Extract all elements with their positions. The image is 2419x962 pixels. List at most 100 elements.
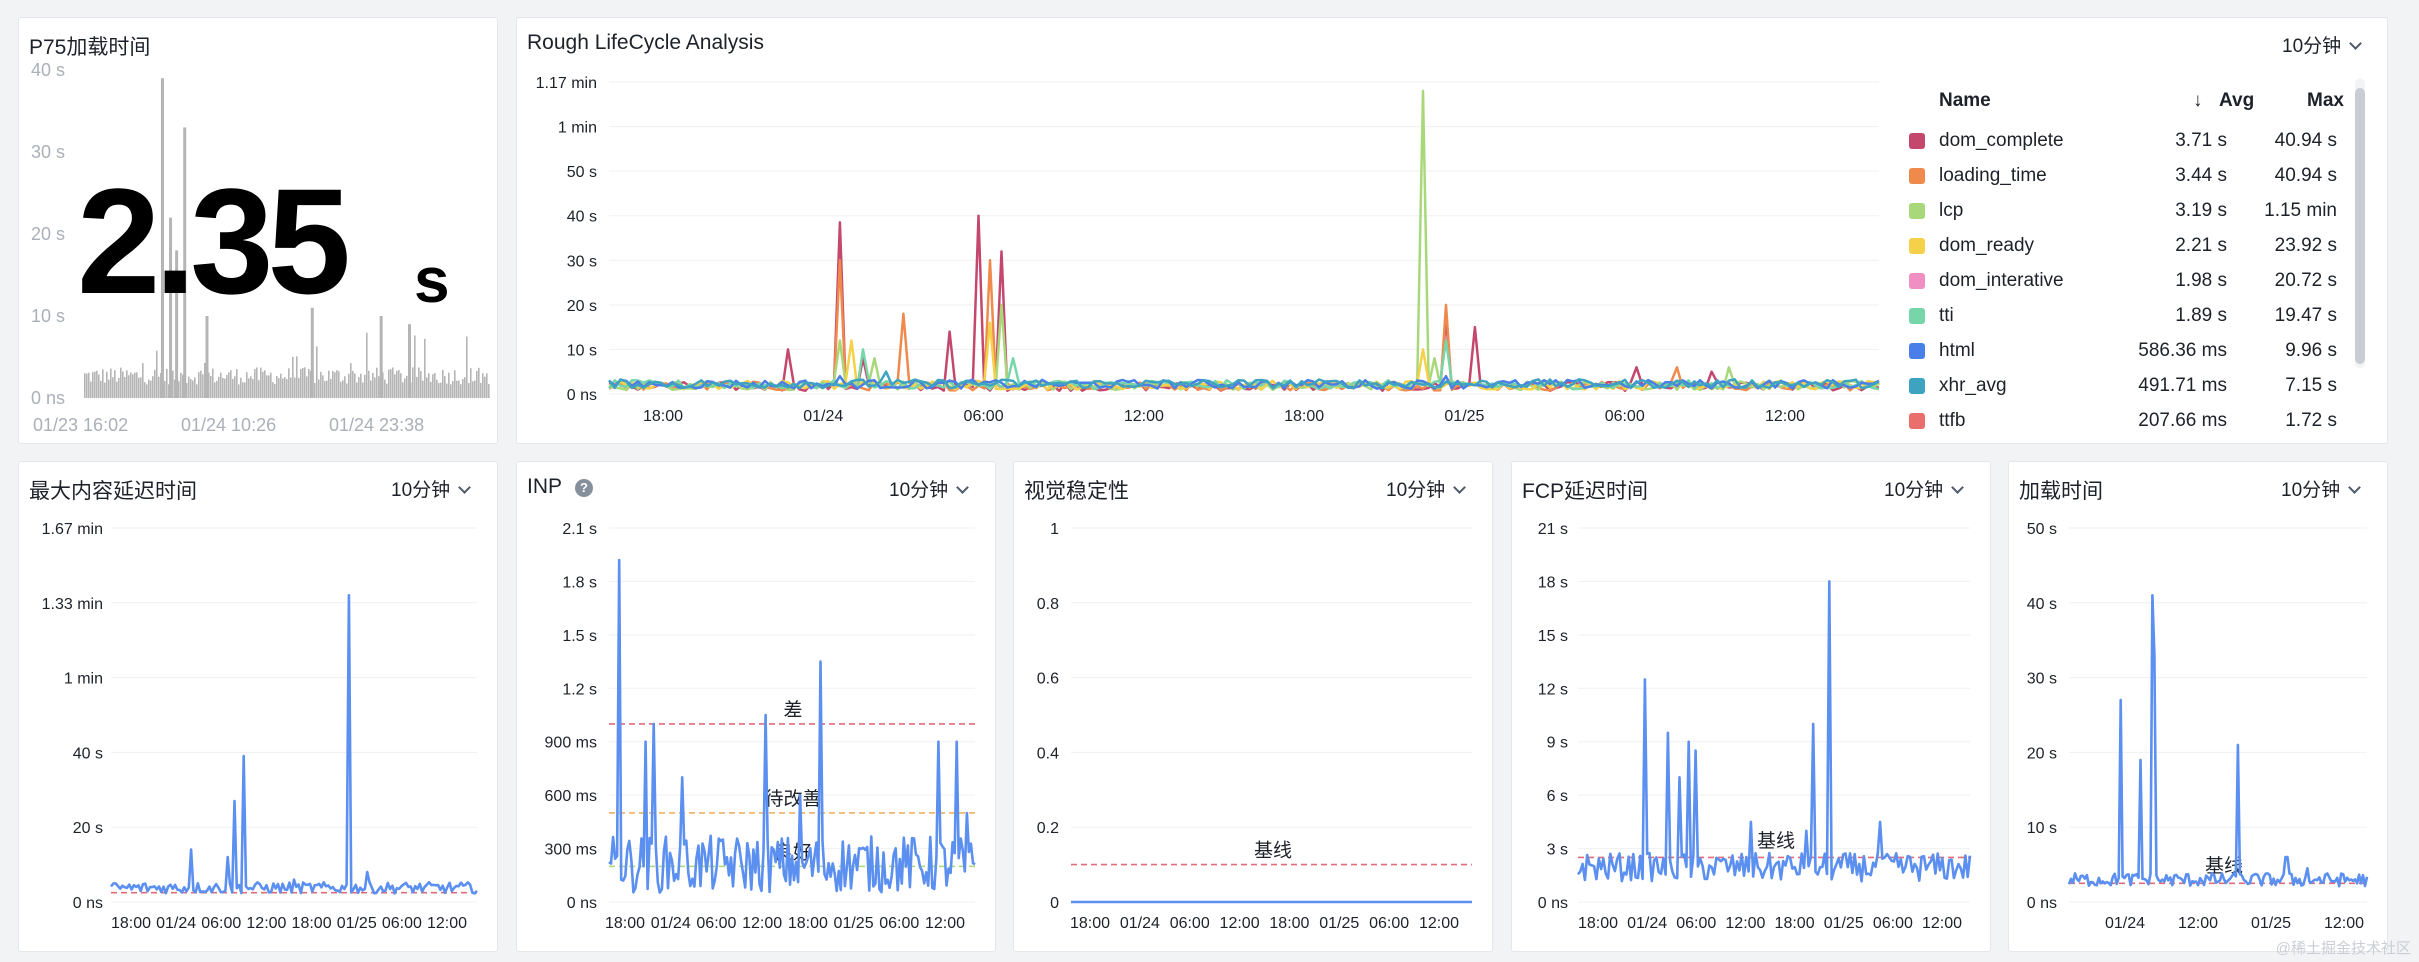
x-tick-label: 18:00 — [1070, 915, 1110, 932]
y-tick-label: 1.2 s — [562, 681, 597, 698]
legend-row[interactable]: lcp 3.19 s 1.15 min — [1897, 200, 2337, 234]
series-line-loading-time[interactable] — [608, 259, 1880, 392]
series-line-xhr-avg[interactable] — [608, 370, 1880, 390]
bar — [314, 383, 316, 398]
legend-avg: 207.66 ms — [2138, 410, 2227, 431]
bar — [334, 372, 336, 398]
series-line-dom-complete[interactable] — [608, 214, 1880, 393]
legend-row[interactable]: dom_ready 2.21 s 23.92 s — [1897, 235, 2337, 269]
bar — [230, 370, 232, 398]
interval-label: 10分钟 — [2282, 36, 2342, 57]
y-tick-label: 0 ns — [31, 388, 65, 408]
legend-max: 40.94 s — [2274, 130, 2337, 151]
bar — [432, 374, 434, 398]
y-tick-label: 20 s — [2027, 745, 2057, 762]
legend-swatch — [1909, 343, 1925, 359]
legend-scrollbar[interactable] — [2355, 78, 2365, 368]
threshold-label: 基线 — [1254, 840, 1292, 862]
x-tick-label: 18:00 — [1578, 915, 1618, 932]
lifecycle-series — [607, 89, 1880, 393]
bar — [192, 380, 194, 398]
bar — [454, 370, 456, 398]
bar — [210, 376, 212, 398]
bar — [379, 316, 383, 398]
legend-avg-header[interactable]: Avg — [2219, 90, 2255, 111]
legend-row[interactable]: ttfb 207.66 ms 1.72 s — [1897, 410, 2337, 438]
legend-row[interactable]: dom_interative 1.98 s 20.72 s — [1897, 270, 2337, 304]
x-tick-label: 12:00 — [427, 915, 467, 932]
bar — [188, 376, 190, 398]
legend-max: 1.72 s — [2285, 410, 2337, 431]
legend-row[interactable]: loading_time 3.44 s 40.94 s — [1897, 165, 2337, 199]
bar — [464, 377, 466, 398]
y-tick-label: 1.5 s — [562, 628, 597, 645]
bar — [164, 381, 166, 398]
bar — [208, 372, 210, 398]
bar — [96, 370, 98, 398]
bar — [484, 376, 486, 398]
legend-row[interactable]: dom_complete 3.71 s 40.94 s — [1897, 130, 2337, 164]
bar — [190, 379, 192, 398]
interval-select[interactable]: 10分钟 — [1386, 475, 1467, 502]
data-line[interactable] — [1576, 580, 1972, 883]
legend-header: Name ↓ Avg Max — [1897, 90, 2344, 118]
legend-max-header[interactable]: Max — [2307, 90, 2344, 111]
y-tick-label: 0.4 — [1037, 745, 1059, 762]
data-line[interactable] — [608, 558, 976, 894]
y-tick-label: 900 ms — [545, 735, 597, 752]
question-circle-icon[interactable]: ? — [575, 479, 593, 497]
bar — [466, 336, 468, 398]
cls-chart: 1 0.8 0.6 0.4 0.2 0 18:00 01/24 06:00 12:00 18:00 0… — [1037, 521, 1472, 932]
y-tick-label: 40 s — [73, 745, 103, 762]
interval-select[interactable]: 10分钟 — [1884, 475, 1965, 502]
bar — [320, 371, 322, 398]
series-line-html[interactable] — [608, 374, 1880, 390]
x-tick-label: 06:00 — [1170, 915, 1210, 932]
interval-select[interactable]: 10分钟 — [391, 475, 472, 502]
legend-swatch — [1909, 203, 1925, 219]
bar — [156, 350, 158, 398]
bar — [296, 356, 298, 398]
legend-name: dom_complete — [1939, 130, 2064, 151]
y-tick-label: 0.2 — [1037, 820, 1059, 837]
x-tick-label: 06:00 — [382, 915, 422, 932]
legend-name: dom_interative — [1939, 270, 2064, 291]
x-tick-label: 06:00 — [696, 915, 736, 932]
legend-avg: 1.98 s — [2175, 270, 2227, 291]
arrow-down-icon[interactable]: ↓ — [2193, 90, 2203, 111]
data-line[interactable] — [2067, 594, 2369, 888]
y-tick-label: 0 ns — [73, 895, 103, 912]
bar — [182, 374, 184, 398]
y-tick-label: 600 ms — [545, 788, 597, 805]
interval-select[interactable]: 10分钟 — [2281, 475, 2362, 502]
bar — [218, 376, 220, 398]
series-line-lcp[interactable] — [608, 89, 1880, 392]
legend-name-header[interactable]: Name — [1939, 90, 1991, 111]
bar — [250, 376, 252, 398]
bar — [226, 375, 228, 398]
bar — [254, 369, 256, 398]
bar — [366, 332, 368, 398]
bar — [260, 367, 262, 398]
interval-select[interactable]: 10分钟 — [2282, 31, 2363, 58]
bar — [368, 370, 370, 398]
bar — [396, 370, 398, 398]
data-line[interactable] — [109, 594, 478, 895]
bar — [384, 379, 386, 398]
legend-avg: 586.36 ms — [2138, 340, 2227, 361]
bar — [172, 370, 174, 398]
threshold-label: 差 — [783, 699, 802, 721]
bar — [318, 379, 320, 398]
legend-row[interactable]: html 586.36 ms 9.96 s — [1897, 340, 2337, 374]
interval-select[interactable]: 10分钟 — [889, 475, 970, 502]
bar — [232, 378, 234, 398]
legend-row[interactable]: tti 1.89 s 19.47 s — [1897, 305, 2337, 339]
y-tick-label: 0 ns — [2027, 895, 2057, 912]
legend-swatch — [1909, 133, 1925, 149]
x-tick-label: 01/25 — [834, 915, 874, 932]
legend-row[interactable]: xhr_avg 491.71 ms 7.15 s — [1897, 375, 2337, 409]
bar — [216, 380, 218, 398]
bar — [238, 384, 240, 398]
scroll-thumb[interactable] — [2355, 88, 2365, 364]
bar — [294, 377, 296, 398]
